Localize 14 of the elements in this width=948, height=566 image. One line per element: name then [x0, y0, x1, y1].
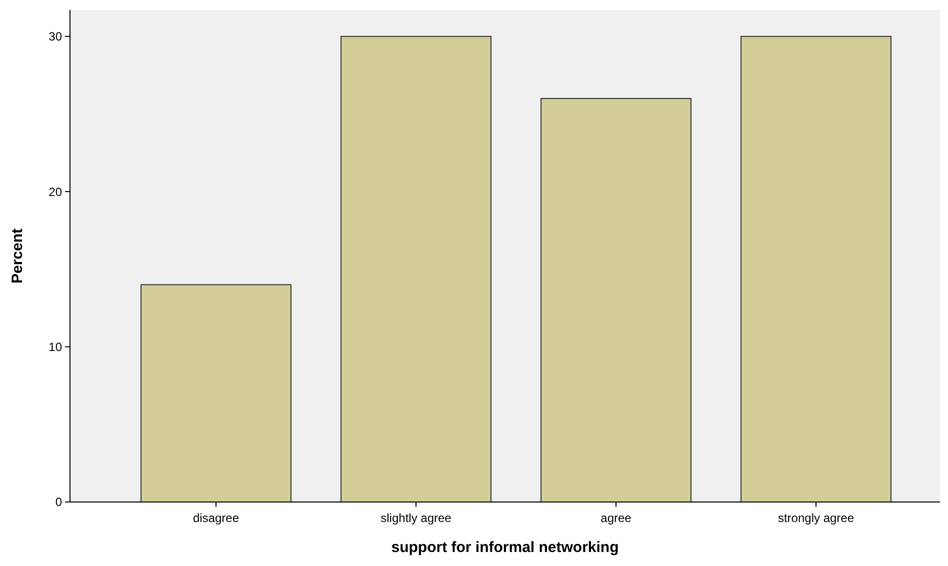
bar — [540, 98, 692, 502]
x-axis-title: support for informal networking — [391, 539, 619, 556]
y-tick-label: 0 — [55, 495, 62, 510]
x-tick-label: slightly agree — [380, 511, 452, 525]
x-tick-label: agree — [600, 511, 632, 525]
y-axis-title: Percent — [9, 228, 26, 284]
x-tick-label: strongly agree — [778, 511, 854, 525]
y-tick-label: 20 — [48, 184, 62, 199]
bar — [740, 36, 892, 502]
bar — [340, 36, 492, 502]
y-tick-label: 10 — [48, 340, 62, 354]
bar — [140, 284, 292, 502]
x-tick-label: disagree — [192, 511, 240, 525]
y-tick-label: 30 — [48, 30, 62, 44]
